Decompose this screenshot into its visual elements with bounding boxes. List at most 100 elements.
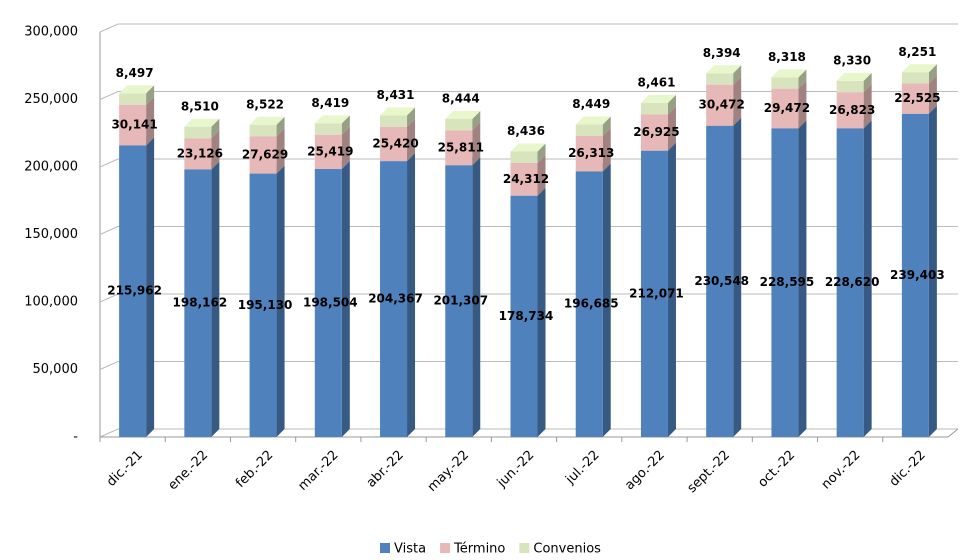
bar <box>184 126 212 139</box>
value-label: 25,420 <box>372 136 418 150</box>
value-label: 26,313 <box>568 146 614 160</box>
value-label: 228,620 <box>825 275 880 289</box>
x-tick-label: feb.-22 <box>233 448 276 491</box>
y-tick-label: 200,000 <box>24 160 78 175</box>
value-label: 25,811 <box>438 140 484 154</box>
floor-right <box>947 428 959 438</box>
bar-side <box>276 128 285 174</box>
bar-side <box>211 161 220 437</box>
bar <box>510 151 538 163</box>
value-label: 198,504 <box>303 296 358 310</box>
bar <box>249 173 277 437</box>
bar <box>640 114 668 151</box>
bar-top <box>184 118 220 127</box>
value-label: 8,461 <box>637 75 675 89</box>
y-tick-label: 300,000 <box>24 25 78 40</box>
bar-top <box>640 94 676 103</box>
value-label: 215,962 <box>107 284 162 298</box>
bar-top <box>836 72 872 81</box>
bar-side <box>928 64 937 84</box>
bar-side <box>341 115 350 135</box>
bar-side <box>276 116 285 137</box>
value-label: 239,403 <box>890 268 945 282</box>
bar-top <box>380 107 416 116</box>
bar <box>510 195 538 437</box>
value-label: 26,823 <box>829 103 875 117</box>
bar <box>771 77 799 89</box>
bar-top <box>575 116 611 125</box>
bar-side <box>863 84 872 129</box>
bar <box>706 125 734 438</box>
value-label: 30,472 <box>699 98 745 112</box>
bar-side <box>146 85 155 105</box>
value-label: 29,472 <box>764 101 810 115</box>
value-label: 24,312 <box>503 172 549 186</box>
bar-side <box>602 163 611 437</box>
x-tick-label: jul.-22 <box>562 448 602 488</box>
value-label: 8,444 <box>442 91 480 105</box>
bar <box>249 124 277 137</box>
bar <box>706 84 734 126</box>
bar-top <box>314 115 350 124</box>
bar-side <box>667 94 676 115</box>
bar-side <box>733 76 742 126</box>
value-label: 8,497 <box>116 66 154 80</box>
bar-side <box>602 116 611 136</box>
bar-top <box>119 85 155 94</box>
legend-label: Término <box>453 542 505 557</box>
x-tick-label: dic.-21 <box>104 448 146 490</box>
legend: Vista Término Convenios <box>380 542 601 557</box>
bar-side <box>407 118 416 162</box>
value-label: 212,071 <box>629 286 684 300</box>
bar <box>314 134 342 170</box>
bar <box>445 118 473 131</box>
value-label: 195,130 <box>238 298 293 312</box>
bar-side <box>667 142 676 437</box>
bar <box>901 113 929 438</box>
x-tick-label: jun.-22 <box>494 448 537 491</box>
bar-top <box>510 143 546 152</box>
bar-side <box>733 117 742 438</box>
bar <box>119 104 147 146</box>
bar <box>119 145 147 437</box>
value-label: 8,251 <box>898 45 936 59</box>
value-label: 198,162 <box>173 296 228 310</box>
bar <box>380 115 408 127</box>
bar <box>640 102 668 115</box>
bar-side <box>733 65 742 85</box>
y-tick-label: 150,000 <box>24 227 78 242</box>
bar-side <box>863 120 872 437</box>
legend-label: Convenios <box>533 542 601 557</box>
grid-line <box>99 158 958 168</box>
bar-side <box>211 130 220 170</box>
bar-side <box>928 75 937 114</box>
y-tick-label: 100,000 <box>24 295 78 310</box>
bar-top <box>445 110 481 119</box>
x-tick-label: mar.-22 <box>296 448 342 494</box>
bar <box>836 128 864 437</box>
bar <box>314 123 342 135</box>
value-label: 204,367 <box>368 292 423 306</box>
legend-swatch <box>380 543 390 553</box>
x-tick-label: may.-22 <box>425 448 472 495</box>
x-tick-label: ago.-22 <box>622 448 667 493</box>
value-label: 178,734 <box>499 309 554 323</box>
bar <box>380 126 408 162</box>
grid-line <box>99 23 958 33</box>
value-label: 230,548 <box>694 274 749 288</box>
bar <box>640 150 668 437</box>
value-label: 8,522 <box>246 97 284 111</box>
bar <box>901 72 929 84</box>
bar-side <box>341 161 350 438</box>
bar <box>836 92 864 129</box>
x-tick-label: oct.-22 <box>755 448 798 491</box>
value-label: 8,449 <box>572 97 610 111</box>
bar <box>771 128 799 438</box>
bar-side <box>407 107 416 127</box>
bar-side <box>146 137 155 437</box>
bar-side <box>341 126 350 170</box>
value-label: 23,126 <box>177 146 223 160</box>
bar-side <box>537 154 546 196</box>
bar <box>380 161 408 437</box>
bar <box>510 162 538 196</box>
